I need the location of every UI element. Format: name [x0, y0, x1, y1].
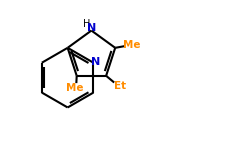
Text: Me: Me — [123, 40, 140, 50]
Text: N: N — [91, 57, 101, 67]
Text: N: N — [87, 23, 96, 33]
Text: Et: Et — [114, 81, 127, 91]
Text: Me: Me — [66, 83, 84, 93]
Text: H: H — [83, 19, 90, 29]
